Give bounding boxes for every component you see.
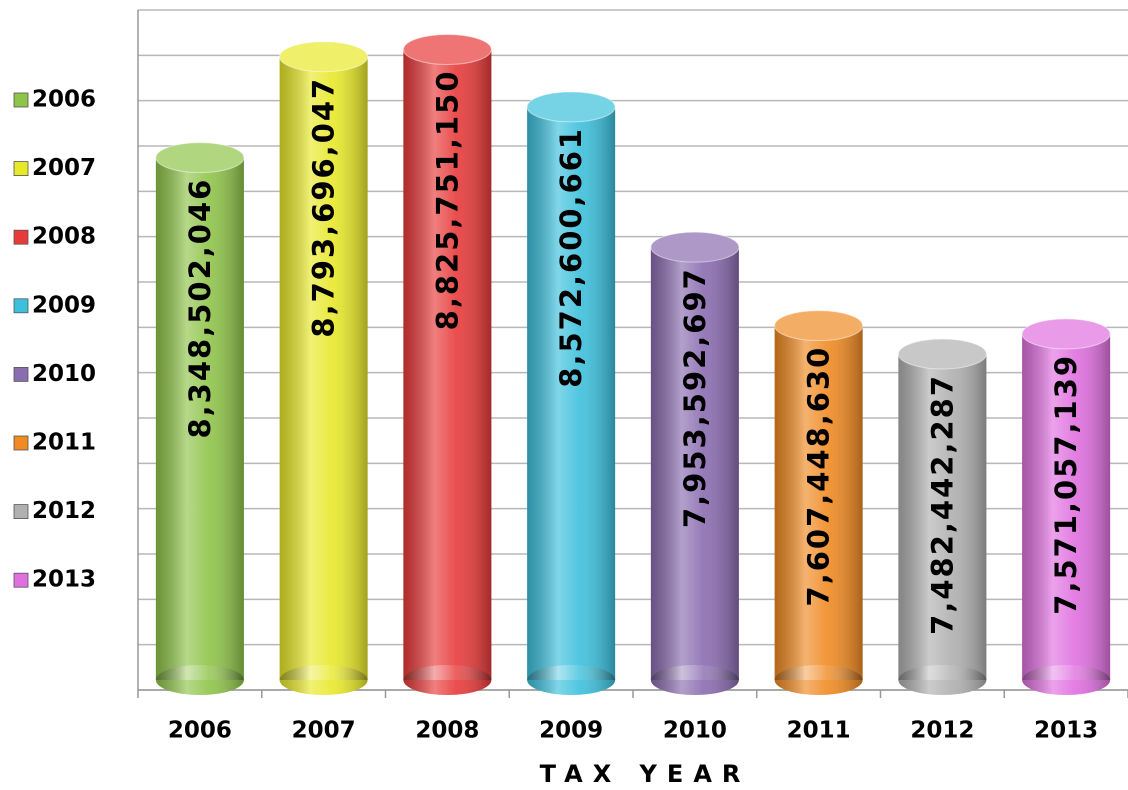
x-tick-label: 2009	[539, 718, 603, 744]
bar-shade	[403, 49, 492, 681]
legend-label: 2010	[32, 361, 96, 387]
data-label: 8,572,600,661	[554, 127, 588, 388]
axis-title: TAX YEAR	[540, 760, 751, 788]
bar-top-shade	[774, 310, 863, 341]
bar-top	[774, 310, 864, 342]
bar-top-shade	[650, 232, 739, 263]
legend-label: 2013	[32, 567, 96, 593]
bar-top-shade	[403, 34, 492, 65]
bar-top	[279, 41, 369, 73]
legend-swatch	[13, 298, 29, 314]
legend-swatch	[13, 504, 29, 520]
bar-shade	[155, 157, 244, 681]
x-tick-label: 2012	[910, 718, 974, 744]
bar-top-shade	[155, 142, 244, 173]
x-tick-label: 2013	[1034, 718, 1098, 744]
data-label: 7,607,448,630	[802, 346, 836, 607]
legend-label: 2008	[32, 224, 96, 250]
bar-top-shade	[527, 91, 616, 122]
x-tick-label: 2010	[663, 718, 727, 744]
data-label: 8,825,751,150	[430, 69, 464, 330]
x-tick-label: 2006	[168, 718, 232, 744]
bar-shade	[279, 56, 368, 681]
bar-shade	[898, 353, 987, 680]
bar-top	[402, 33, 492, 65]
legend-label: 2009	[32, 292, 96, 318]
x-tick-label: 2011	[787, 718, 851, 744]
bar-top	[650, 231, 740, 263]
bar-top	[1021, 318, 1111, 350]
x-tick-label: 2008	[415, 718, 479, 744]
bar-top	[155, 142, 245, 174]
x-tick-label: 2007	[292, 718, 356, 744]
data-label: 7,482,442,287	[925, 374, 959, 635]
bar-top	[526, 91, 616, 123]
bar-top-shade	[898, 338, 987, 369]
data-label: 7,571,057,139	[1049, 354, 1083, 615]
legend-swatch	[13, 366, 29, 382]
legend-label: 2012	[32, 498, 96, 524]
legend-label: 2011	[32, 430, 96, 456]
legend-swatch	[13, 161, 29, 177]
legend-swatch	[13, 435, 29, 451]
bar-shade	[650, 247, 739, 680]
bar-top-shade	[279, 41, 368, 72]
legend-swatch	[13, 229, 29, 245]
data-label: 8,793,696,047	[307, 77, 341, 338]
bar-top	[897, 338, 987, 370]
data-label: 8,348,502,046	[183, 178, 217, 439]
bar-shade	[527, 106, 616, 680]
bar-shade	[1022, 333, 1111, 680]
legend-swatch	[13, 92, 29, 108]
bar-shade	[774, 325, 863, 680]
legend-label: 2007	[32, 155, 96, 181]
legend-label: 2006	[32, 87, 96, 113]
legend-swatch	[13, 572, 29, 588]
data-label: 7,953,592,697	[678, 267, 712, 528]
bar-top-shade	[1022, 318, 1111, 349]
